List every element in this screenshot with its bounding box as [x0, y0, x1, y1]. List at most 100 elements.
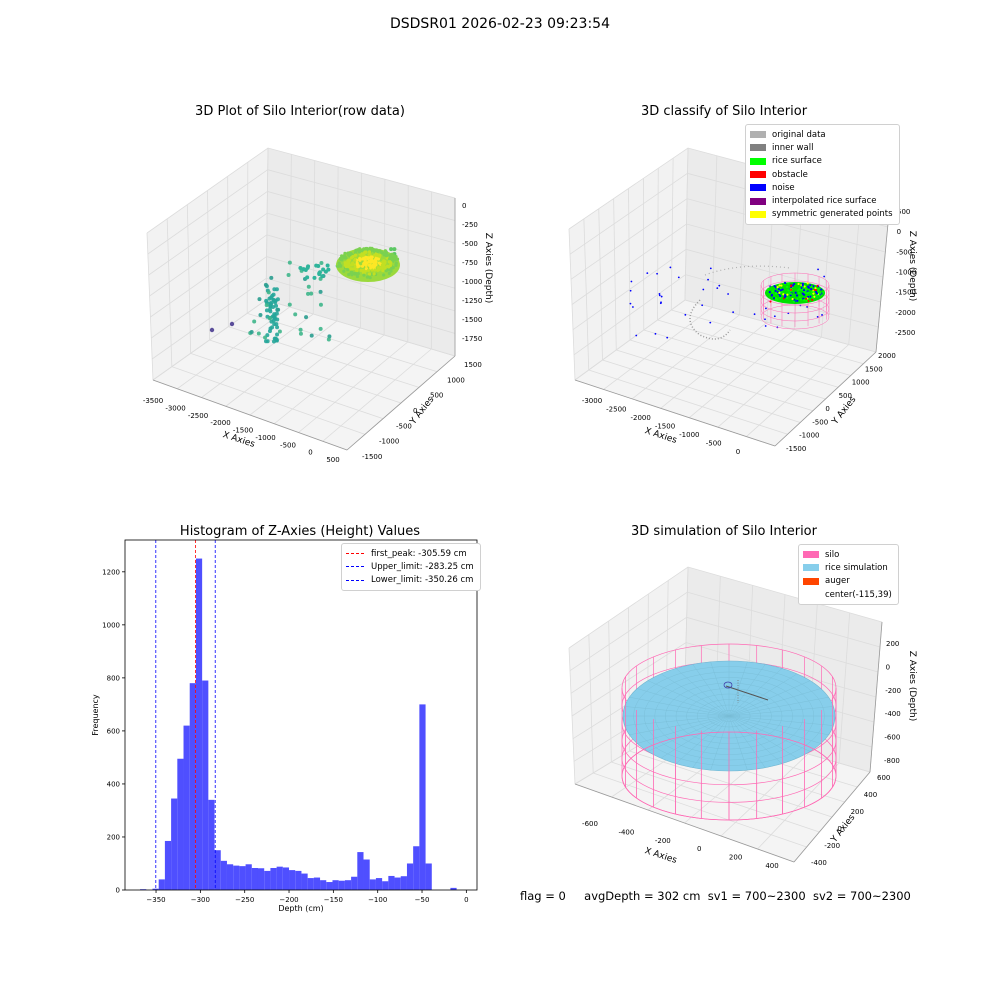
raw-surface-point	[368, 264, 373, 268]
noise-point	[709, 267, 712, 270]
original-data-points	[704, 265, 791, 276]
raw-point	[321, 267, 326, 272]
noise-point	[629, 302, 632, 305]
raw-surface-point	[391, 265, 395, 270]
histogram-bar	[357, 852, 364, 890]
legend-label: rice surface	[772, 156, 822, 167]
raw-point	[275, 297, 280, 302]
raw-y-tick: 1500	[464, 361, 482, 369]
floor-grid-line	[171, 366, 366, 435]
raw-surface-point	[337, 262, 341, 266]
histogram-x-tick: −300	[191, 896, 210, 904]
raw-point	[286, 272, 291, 277]
simulation-z-tick: 200	[886, 640, 899, 648]
legend-label: first_peak: -305.59 cm	[371, 548, 467, 559]
raw-surface-point	[364, 246, 368, 251]
classified-point	[773, 285, 776, 288]
classify-y-tick: 2000	[878, 352, 896, 360]
histogram-x-tick: −350	[146, 896, 165, 904]
histogram-bar	[208, 799, 215, 890]
obstacle-point	[811, 298, 814, 301]
raw-surface-point	[382, 273, 386, 277]
raw-point	[271, 292, 276, 297]
raw-point	[270, 325, 275, 330]
classified-point	[797, 282, 800, 286]
histogram-legend: first_peak: -305.59 cm Upper_limit: -283.…	[341, 543, 481, 591]
raw-surface-point	[338, 257, 343, 261]
status-line: flag = 0 avgDepth = 302 cm sv1 = 700~230…	[520, 889, 911, 903]
classified-point	[787, 289, 790, 292]
classify-plot-title: 3D classify of Silo Interior	[640, 104, 808, 119]
legend-swatch	[750, 184, 766, 192]
raw-y-tick: 0	[413, 407, 417, 415]
raw-surface-point	[376, 257, 381, 261]
floor-grid-line	[588, 369, 788, 435]
simulation-plot-title: 3D simulation of Silo Interior	[631, 524, 817, 539]
raw-point	[320, 274, 325, 279]
classified-point	[807, 291, 810, 294]
wall-grid-line	[574, 299, 877, 381]
classified-point	[810, 288, 813, 291]
floor-grid-line	[616, 349, 813, 412]
histogram-bar	[214, 850, 221, 890]
floor-grid-line	[657, 319, 851, 376]
raw-point	[271, 297, 276, 302]
simulation-z-tick: -600	[884, 734, 900, 742]
rice-mesh-line	[728, 688, 821, 717]
legend-swatch	[346, 566, 364, 568]
legend-swatch	[750, 157, 766, 165]
wall-grid-line	[571, 223, 884, 305]
rice-mesh-line	[637, 715, 730, 744]
simulation-x-tick: 200	[729, 854, 742, 862]
classified-point	[796, 297, 799, 301]
noise-point	[635, 334, 638, 337]
histogram-bar	[388, 875, 395, 890]
classify-x-tick: -2000	[630, 414, 650, 422]
noise-point	[660, 301, 662, 304]
raw-surface-point	[378, 253, 382, 257]
rice-mesh-line	[710, 715, 730, 771]
legend-entry: silo	[803, 548, 892, 561]
noise-point	[701, 304, 704, 307]
classified-point	[812, 292, 815, 295]
classified-point	[777, 288, 780, 291]
raw-point	[287, 302, 292, 307]
legend-swatch	[803, 591, 819, 598]
wall-grid-line	[207, 190, 210, 341]
classify-x-tick: -500	[706, 440, 722, 448]
rice-mesh-line	[675, 668, 730, 717]
raw-x-tick: -2500	[188, 412, 208, 420]
classified-point	[801, 284, 804, 287]
raw-point	[266, 290, 271, 295]
rice-mesh-line	[647, 715, 730, 752]
raw-surface-point	[361, 257, 365, 261]
histogram-x-tick: −200	[279, 896, 298, 904]
raw-x-tick: 0	[308, 449, 312, 457]
raw-surface-point	[362, 273, 366, 277]
wall-grid-line	[246, 162, 249, 314]
histogram-bar	[450, 887, 457, 890]
raw-point	[275, 317, 280, 322]
raw-y-tick: 1000	[447, 376, 465, 384]
noise-point	[765, 307, 767, 310]
histogram-bar	[202, 680, 209, 890]
rice-mesh-line	[728, 680, 811, 717]
histogram-bar	[363, 859, 370, 890]
legend-label: obstacle	[772, 169, 808, 180]
classified-point	[820, 288, 823, 291]
raw-x-tick: -3000	[165, 404, 185, 412]
raw-surface-point	[375, 248, 379, 252]
raw-point	[258, 313, 263, 318]
wall-grid-line	[572, 248, 881, 330]
raw-y-tick: -1000	[379, 438, 399, 446]
wall-grid-line	[571, 642, 877, 717]
raw-surface-point	[383, 261, 387, 265]
classified-point	[788, 292, 791, 295]
obstacle-point	[813, 288, 816, 291]
floor-pane	[575, 300, 876, 446]
legend-entry: rice surface	[750, 155, 893, 168]
classified-point	[805, 299, 808, 302]
wall-grid-line	[227, 176, 229, 327]
classify-x-tick: 0	[736, 448, 740, 456]
legend-swatch	[750, 171, 766, 179]
